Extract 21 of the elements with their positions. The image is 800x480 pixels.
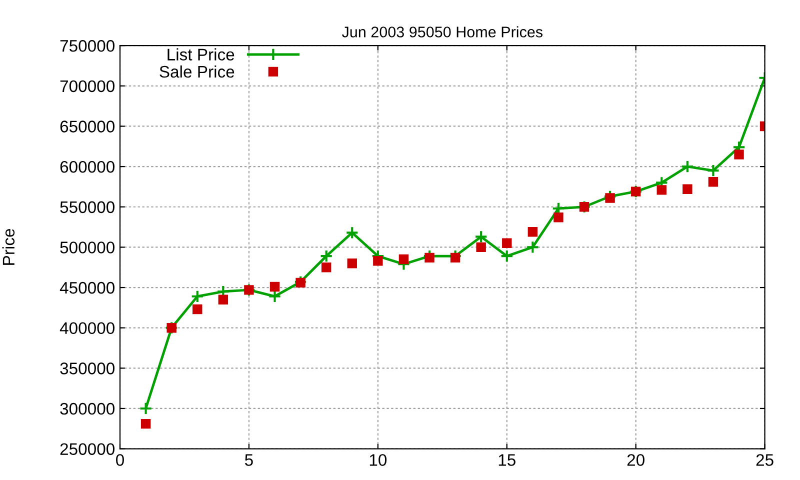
y-tick-label: 750000 — [60, 40, 114, 52]
y-tick-label: 550000 — [60, 201, 114, 214]
y-tick-label: 700000 — [60, 80, 114, 92]
y-tick-label: 650000 — [60, 120, 114, 132]
x-tick-label: 20 — [627, 454, 644, 466]
y-tick-label: 400000 — [60, 322, 114, 334]
y-tick-label: 250000 — [60, 443, 114, 456]
x-tick-label: 15 — [498, 454, 516, 466]
x-tick-label: 0 — [116, 454, 124, 466]
y-tick-label: 300000 — [60, 402, 114, 415]
x-tick-label: 10 — [370, 454, 387, 466]
y-tick-label: 500000 — [60, 242, 114, 254]
legend-label: List Price — [168, 48, 234, 60]
y-axis-title: Price — [2, 228, 15, 265]
x-tick-label: 5 — [244, 454, 253, 466]
x-tick-label: 25 — [756, 454, 774, 466]
y-tick-label: 450000 — [60, 282, 114, 294]
chart-title: Jun 2003 95050 Home Prices — [342, 26, 542, 38]
y-tick-label: 350000 — [60, 362, 114, 374]
y-tick-label: 600000 — [60, 160, 114, 173]
legend-label: Sale Price — [160, 65, 234, 78]
